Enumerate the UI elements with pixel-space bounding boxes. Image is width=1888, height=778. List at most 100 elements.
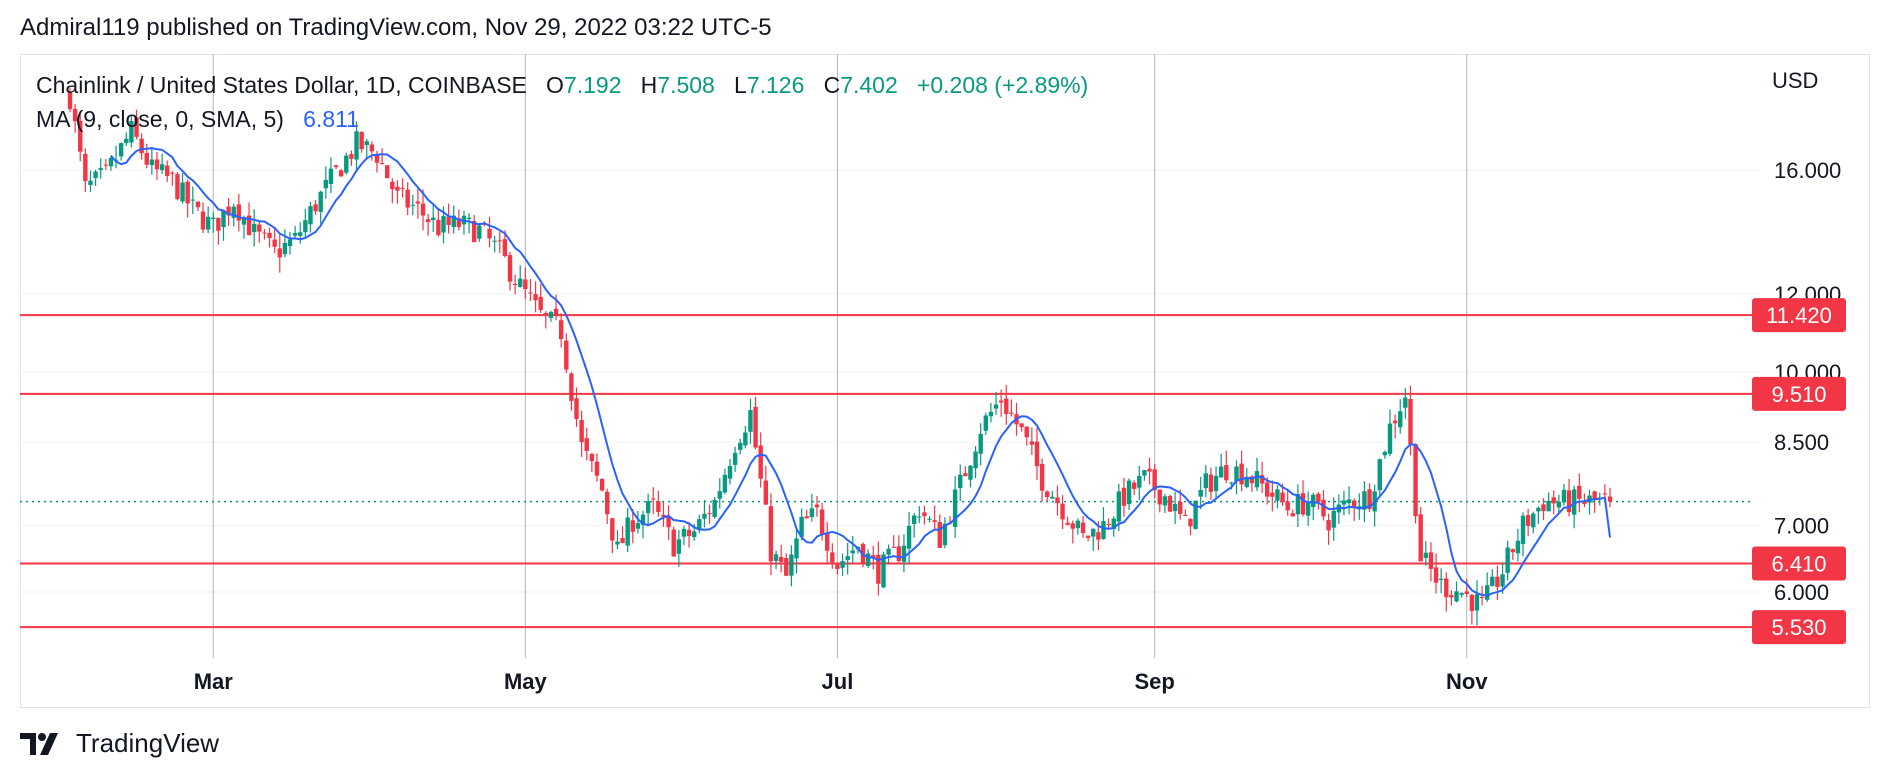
candle-body xyxy=(1131,482,1137,489)
candle-body xyxy=(1085,535,1091,538)
candle-body xyxy=(134,117,139,137)
candle-body xyxy=(431,217,436,221)
candle-body xyxy=(1566,490,1572,513)
candle-body xyxy=(1464,591,1469,594)
candle-body xyxy=(78,120,83,152)
candle-body xyxy=(1403,397,1408,408)
high-label: H xyxy=(640,72,658,98)
candle-body xyxy=(1551,497,1556,504)
candle-body xyxy=(1454,591,1459,602)
candle-body xyxy=(359,132,364,150)
candle-body xyxy=(267,232,272,239)
candle-body xyxy=(743,432,748,446)
candle-body xyxy=(1045,491,1050,497)
candle-body xyxy=(850,550,855,554)
candle-body xyxy=(1556,501,1562,508)
candle-body xyxy=(1285,501,1290,511)
candle-body xyxy=(993,404,999,409)
open-label: O xyxy=(546,72,564,98)
candle-body xyxy=(548,311,554,318)
candle-body xyxy=(1193,500,1198,529)
tradingview-logo-icon xyxy=(20,732,58,755)
y-tick-label: 8.500 xyxy=(1774,430,1829,455)
candle-body xyxy=(72,108,78,122)
candle-body xyxy=(507,255,513,282)
candle-body xyxy=(103,164,109,166)
candle-body xyxy=(1392,420,1398,424)
x-tick-label: Nov xyxy=(1446,669,1488,694)
candle-body xyxy=(1546,500,1551,512)
candle-body xyxy=(1531,513,1536,528)
candle-body xyxy=(584,438,589,452)
candle-body xyxy=(482,223,487,225)
candle-body xyxy=(988,411,994,417)
candle-body xyxy=(456,218,462,228)
candle-body xyxy=(1485,585,1490,600)
candle-body xyxy=(1418,514,1423,562)
candle-body xyxy=(569,373,574,401)
candle-body xyxy=(1387,423,1393,454)
candle-body xyxy=(502,239,508,257)
y-tick-label: 6.000 xyxy=(1774,580,1829,605)
ma-label: MA (9, close, 0, SMA, 5) xyxy=(36,106,284,132)
candle-body xyxy=(180,182,185,202)
candle-body xyxy=(1607,496,1613,502)
candle-body xyxy=(1449,595,1454,598)
candle-body xyxy=(528,292,533,294)
candle-body xyxy=(840,561,845,568)
close-label: C xyxy=(823,72,841,98)
level-price-label: 5.530 xyxy=(1771,615,1826,640)
candle-body xyxy=(579,420,584,443)
candle-body xyxy=(1525,515,1531,526)
currency-label: USD xyxy=(1772,68,1819,93)
candle-body xyxy=(139,138,144,154)
candle-body xyxy=(1106,523,1111,525)
candle-body xyxy=(1034,441,1040,467)
candle-body xyxy=(1438,578,1444,580)
candle-body xyxy=(466,217,472,220)
candle-body xyxy=(190,199,195,201)
candle-body xyxy=(1311,494,1316,508)
footer-brand[interactable]: TradingView xyxy=(20,728,219,759)
candle-body xyxy=(1290,513,1295,517)
candle-body xyxy=(553,308,559,317)
candle-body xyxy=(1367,489,1372,510)
y-tick-label: 7.000 xyxy=(1774,514,1829,539)
candle-body xyxy=(436,219,441,236)
candle-body xyxy=(533,294,538,301)
candle-body xyxy=(308,206,313,225)
candle-body xyxy=(1398,411,1403,428)
candle-body xyxy=(415,201,421,204)
candle-body xyxy=(1070,523,1075,529)
candle-body xyxy=(1510,549,1515,553)
candle-body xyxy=(1172,503,1178,512)
candle-body xyxy=(937,522,942,548)
candle-body xyxy=(487,228,492,239)
candle-body xyxy=(835,564,840,569)
candle-body xyxy=(676,539,682,554)
candle-body xyxy=(1249,476,1255,484)
candle-body xyxy=(1490,576,1495,586)
candle-body xyxy=(364,141,369,146)
candle-body xyxy=(1582,500,1587,504)
candle-body xyxy=(1101,521,1106,539)
candle-body xyxy=(205,216,211,230)
candle-body xyxy=(1413,444,1418,517)
candle-body xyxy=(1188,518,1193,527)
candle-body xyxy=(978,433,983,454)
level-price-label: 11.420 xyxy=(1766,303,1832,328)
candle-body xyxy=(998,400,1004,403)
brand-label: TradingView xyxy=(76,728,220,758)
candle-body xyxy=(1259,475,1265,484)
candle-body xyxy=(1275,489,1280,501)
candle-body xyxy=(277,248,282,258)
candle-body xyxy=(896,546,902,562)
candle-body xyxy=(804,516,809,519)
ma-legend: MA (9, close, 0, SMA, 5) 6.811 xyxy=(36,106,359,133)
candle-body xyxy=(1326,519,1331,531)
candle-body xyxy=(1561,489,1567,503)
candle-body xyxy=(952,489,958,527)
level-price-tag xyxy=(1752,546,1846,581)
candle-body xyxy=(349,154,354,159)
